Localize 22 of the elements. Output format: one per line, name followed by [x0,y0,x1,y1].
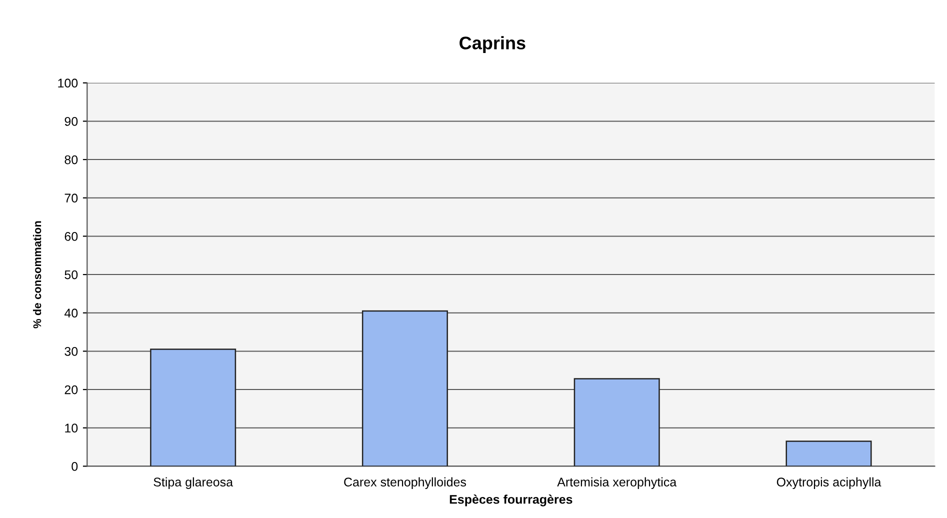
chart-title: Caprins [460,36,526,53]
y-tick-label: 60 [64,232,78,241]
y-tick-label: 30 [64,347,78,356]
y-tick-label: 70 [64,194,78,203]
bar [574,378,660,466]
y-tick-label: 90 [64,117,78,126]
y-tick-label: 50 [64,270,78,280]
y-tick-label: 100 [58,78,78,88]
y-tick-label: 10 [65,424,78,433]
x-axis-title: Espèces fourragères [450,494,572,506]
x-tick-label: Carex stenophylloides [344,477,466,489]
y-tick-label: 40 [64,308,78,318]
x-tick-label: Artemisia xerophytica [557,477,677,489]
bar [362,310,448,466]
y-tick-label: 80 [64,155,78,164]
bar [786,440,872,466]
x-tick-label: Stipa glareosa [154,477,234,489]
y-tick-label: 20 [64,385,78,394]
y-tick-label: 0 [72,462,78,471]
y-axis-title: % de consommation [32,221,42,328]
x-tick-label: Oxytropis aciphylla [776,477,882,489]
bar [150,348,236,466]
